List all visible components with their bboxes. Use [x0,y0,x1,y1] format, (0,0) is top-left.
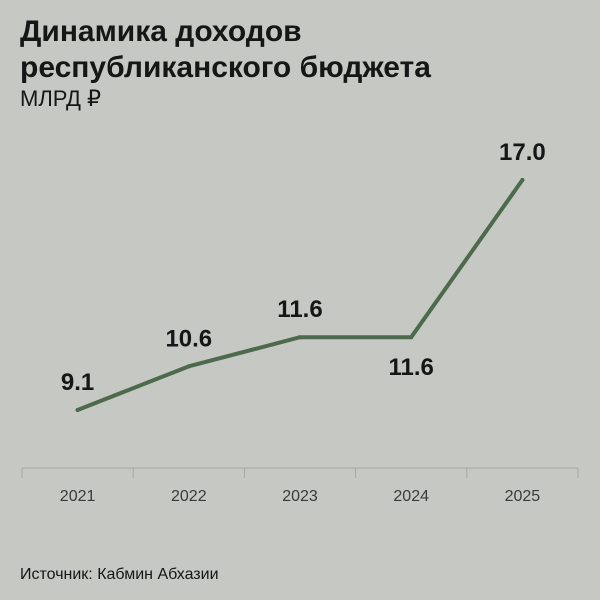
data-label: 17.0 [499,139,546,166]
data-label: 10.6 [165,325,212,352]
data-point [298,335,302,340]
data-point [409,335,414,340]
source-note: Источник: Кабмин Абхазии [20,566,219,583]
data-point [186,364,191,369]
chart-title: Динамика доходов республиканского бюджет… [20,14,580,86]
data-point [75,408,80,412]
data-point [520,178,525,182]
x-tick-label: 2025 [505,488,541,505]
x-tick-label: 2021 [60,488,96,505]
data-label: 11.6 [389,354,434,381]
chart-title-line-1: Динамика доходов [20,15,302,48]
x-tick-label: 2024 [393,488,429,505]
chart-title-line-2: республиканского бюджета [20,51,431,84]
series-line [75,178,525,412]
data-label: 11.6 [277,296,322,323]
unit-label: МЛРД ₽ [20,86,101,111]
data-label: 9.1 [61,369,94,396]
x-tick-label: 2022 [171,488,207,505]
x-tick-label: 2023 [282,488,318,505]
